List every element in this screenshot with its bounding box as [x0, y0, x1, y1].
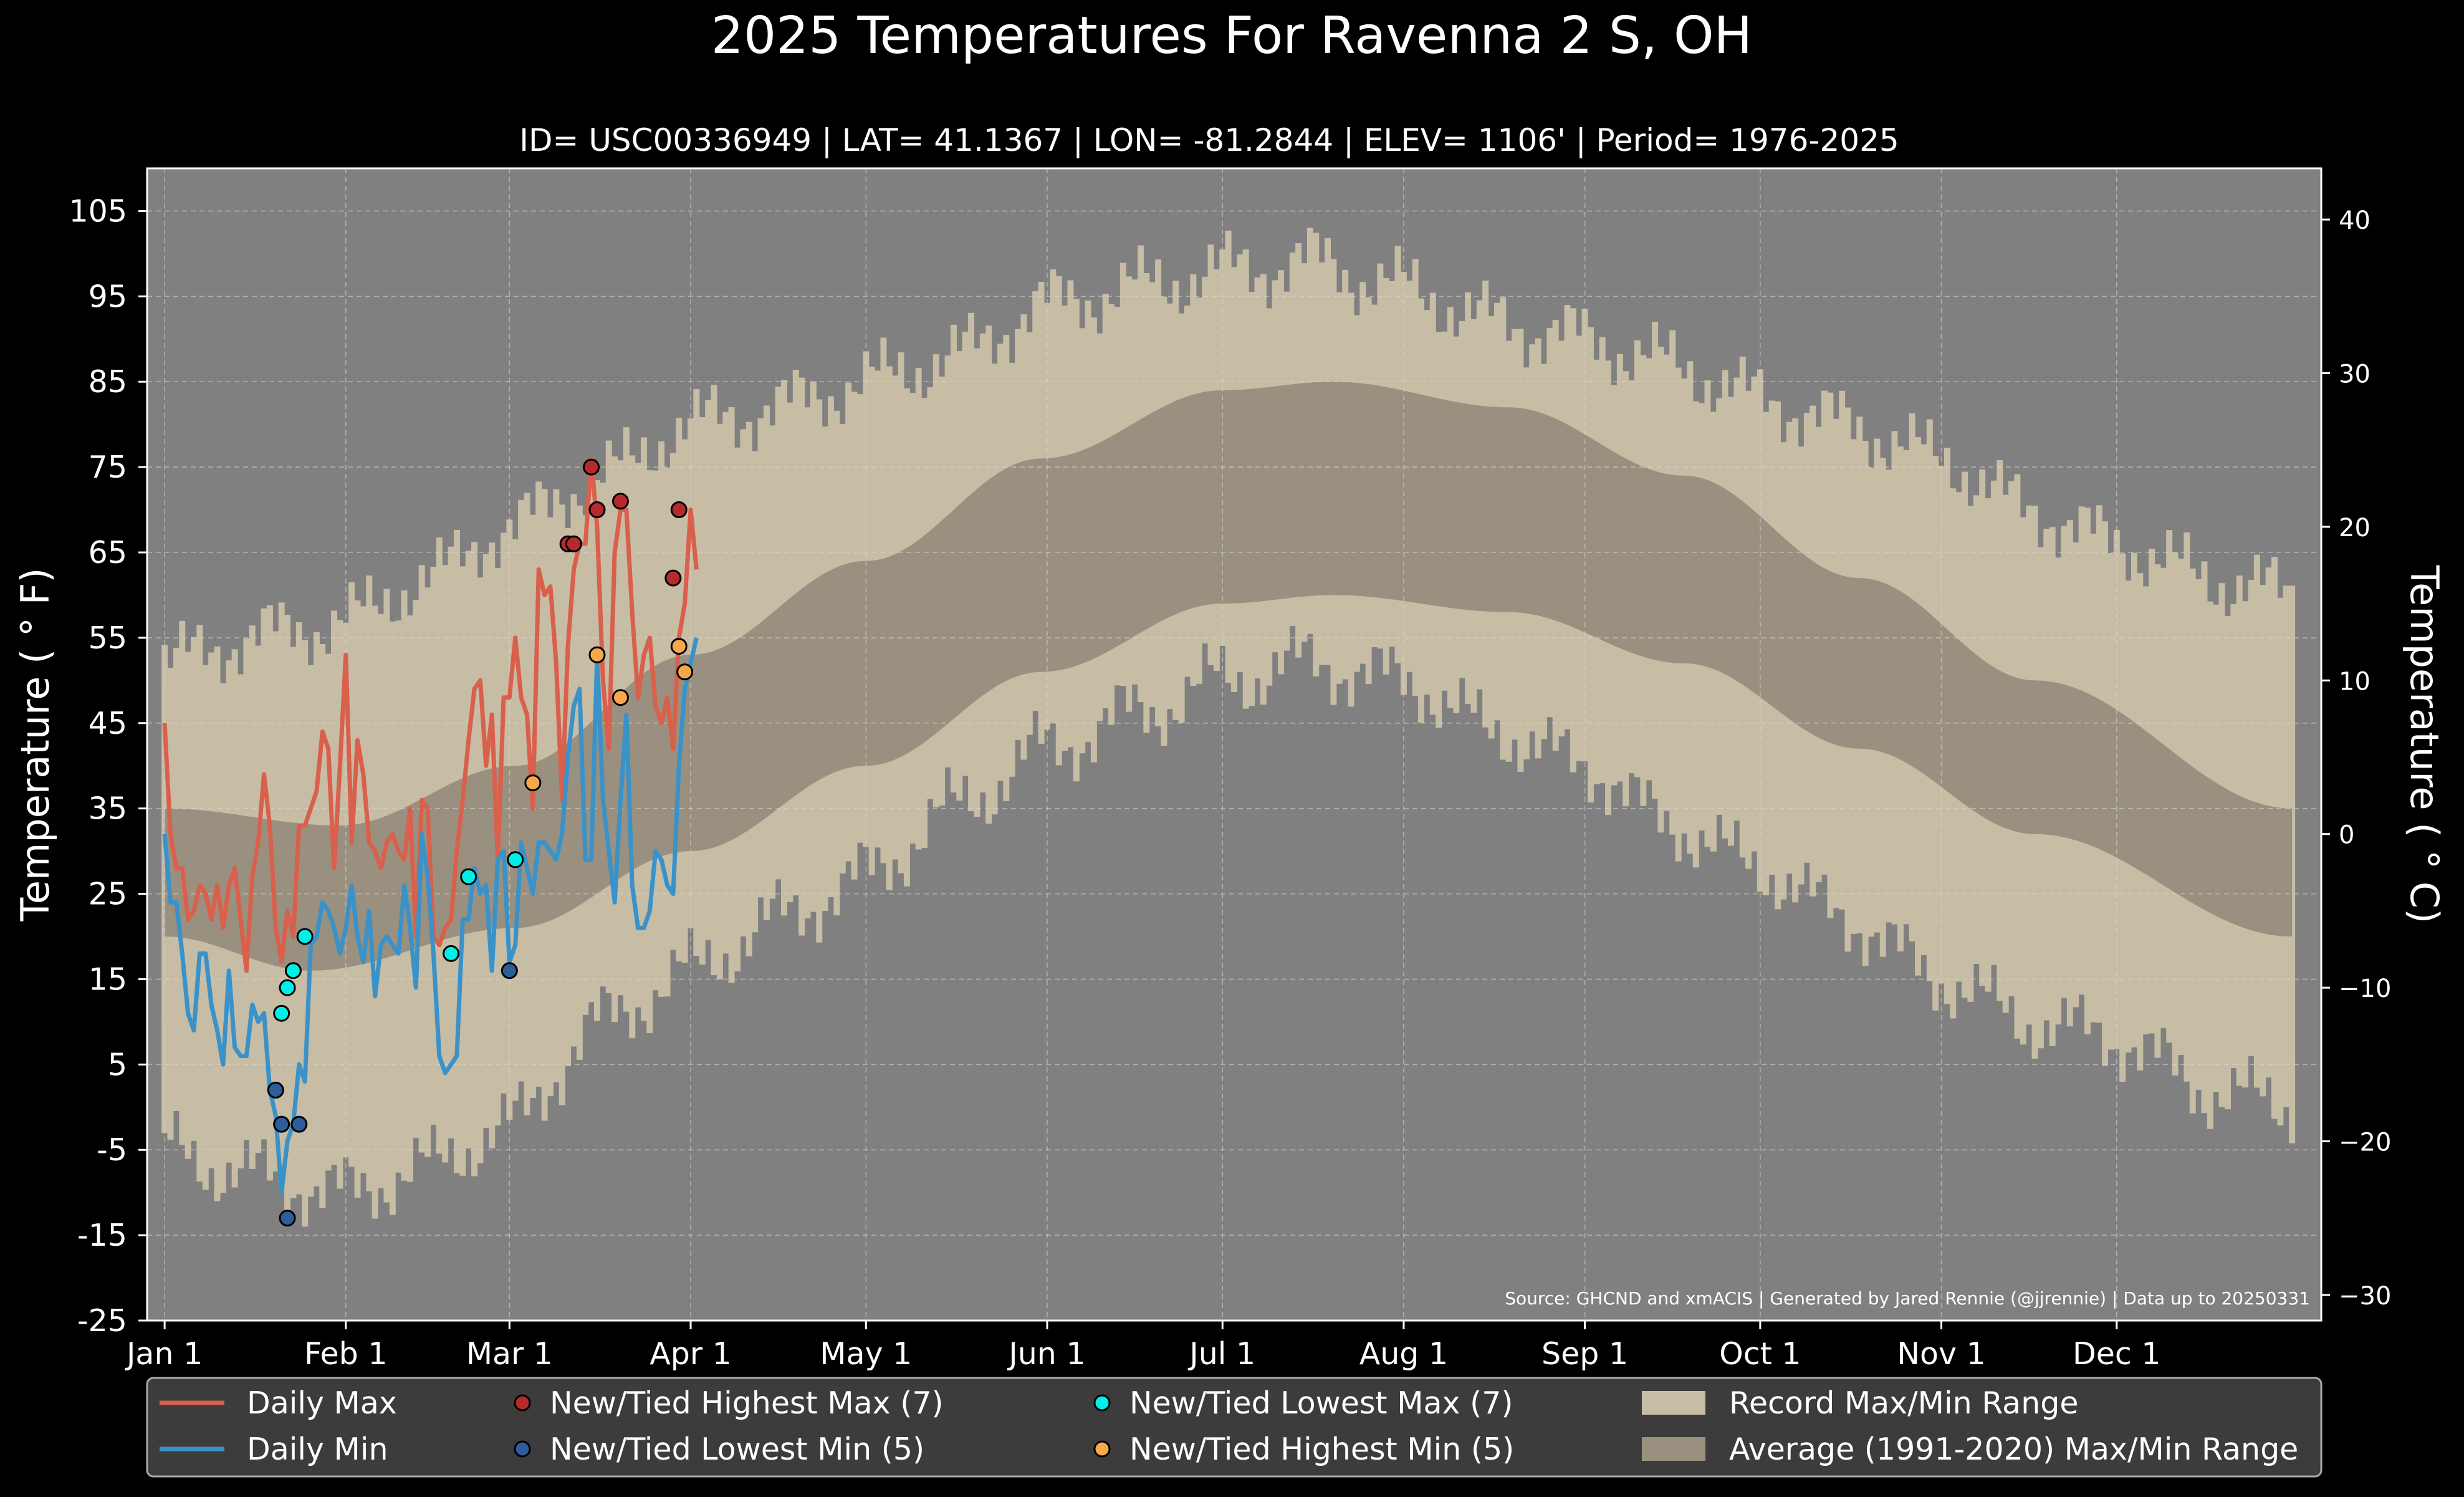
legend-label: New/Tied Highest Max (7) — [550, 1385, 944, 1421]
legend-label: New/Tied Highest Min (5) — [1129, 1432, 1514, 1467]
y-tick-label: 45 — [89, 706, 127, 741]
new-tied-highest-max-7-marker — [588, 501, 606, 519]
y-tick-label: 25 — [89, 877, 127, 912]
y-axis-left: -25 -15 -5 5 15 25 35 45 55 65 75 85 95 105 — [69, 193, 147, 1339]
y-tick-label: 85 — [89, 364, 127, 400]
x-tick-label: Oct 1 — [1719, 1336, 1801, 1372]
new-tied-highest-max-7-marker — [565, 535, 582, 552]
new-tied-lowest-max-7-marker — [273, 1004, 290, 1022]
new-tied-lowest-min-5-marker — [273, 1115, 290, 1133]
new-tied-lowest-min-5-marker — [267, 1081, 284, 1099]
y-axis-right: −30 −20 −10 0 10 20 30 40 — [2321, 206, 2391, 1311]
y2-tick-label: 40 — [2339, 206, 2371, 235]
new-tied-lowest-max-7-marker — [279, 979, 296, 996]
chart-title: 2025 Temperatures For Ravenna 2 S, OH — [711, 6, 1752, 65]
legend-dot-swatch — [1093, 1394, 1111, 1412]
x-tick-label: May 1 — [820, 1336, 912, 1372]
new-tied-highest-min-5-marker — [524, 774, 542, 792]
y2-tick-label: −10 — [2339, 975, 2391, 1003]
y2-tick-label: −30 — [2339, 1282, 2391, 1311]
x-tick-label: Jul 1 — [1187, 1336, 1255, 1372]
new-tied-highest-max-7-marker — [670, 501, 688, 519]
new-tied-lowest-max-7-marker — [284, 962, 302, 980]
x-tick-label: Dec 1 — [2073, 1336, 2161, 1372]
legend-box-swatch — [1642, 1437, 1705, 1461]
legend-box — [146, 1377, 2323, 1478]
legend-label: Daily Min — [247, 1432, 388, 1467]
new-tied-lowest-max-7-marker — [296, 928, 314, 945]
record-range-bar — [2289, 585, 2296, 1143]
legend-label: Average (1991-2020) Max/Min Range — [1729, 1432, 2298, 1467]
y2-tick-label: 10 — [2339, 667, 2371, 696]
new-tied-highest-max-7-marker — [611, 493, 629, 510]
new-tied-highest-min-5-marker — [676, 663, 694, 681]
y-tick-label: 65 — [89, 535, 127, 570]
legend-label: New/Tied Lowest Max (7) — [1129, 1385, 1513, 1421]
new-tied-lowest-max-7-marker — [507, 851, 524, 869]
legend: Daily Max New/Tied Highest Max (7) New/Tie… — [160, 1385, 2298, 1467]
legend-label: New/Tied Lowest Min (5) — [550, 1432, 924, 1467]
source-note: Source: GHCND and xmACIS | Generated by … — [1505, 1288, 2310, 1309]
x-tick-label: Feb 1 — [304, 1336, 388, 1372]
y-tick-label: -25 — [77, 1303, 127, 1339]
legend-label: Record Max/Min Range — [1729, 1385, 2079, 1421]
x-tick-label: Apr 1 — [650, 1336, 732, 1372]
y2-tick-label: −20 — [2339, 1129, 2391, 1157]
legend-dot-swatch — [514, 1394, 531, 1412]
x-axis: Jan 1 Feb 1 Mar 1 Apr 1 May 1 Jun 1 Jul 1 Aug 1… — [125, 1321, 2161, 1372]
y-tick-label: 95 — [89, 279, 127, 314]
new-tied-lowest-min-5-marker — [290, 1115, 308, 1133]
y2-tick-label: 30 — [2339, 360, 2371, 389]
record-markers — [267, 458, 694, 1227]
y-tick-label: 35 — [89, 791, 127, 827]
x-tick-label: Jan 1 — [125, 1336, 203, 1372]
new-tied-lowest-min-5-marker — [501, 962, 518, 980]
y-tick-label: 5 — [108, 1047, 127, 1082]
new-tied-highest-min-5-marker — [670, 638, 688, 655]
new-tied-lowest-max-7-marker — [443, 945, 460, 962]
new-tied-lowest-max-7-marker — [460, 868, 477, 885]
new-tied-lowest-min-5-marker — [279, 1210, 296, 1227]
new-tied-highest-max-7-marker — [664, 569, 682, 587]
new-tied-highest-min-5-marker — [588, 646, 606, 663]
x-tick-label: Aug 1 — [1359, 1336, 1448, 1372]
legend-dot-swatch — [514, 1440, 531, 1458]
x-tick-label: Jun 1 — [1007, 1336, 1085, 1372]
daily-min-line — [162, 637, 699, 1195]
daily-max-line — [162, 456, 699, 973]
y-axis-label: Temperature ( ° F) — [12, 568, 58, 922]
new-tied-highest-min-5-marker — [611, 689, 629, 706]
plot-frame — [146, 167, 2323, 1322]
y-tick-label: 105 — [69, 193, 127, 229]
x-tick-label: Mar 1 — [466, 1336, 553, 1372]
x-tick-label: Sep 1 — [1541, 1336, 1628, 1372]
y-tick-label: 75 — [89, 450, 127, 485]
y-tick-label: 15 — [89, 961, 127, 997]
legend-dot-swatch — [1093, 1440, 1111, 1458]
y2-axis-label: Temperature ( ° C) — [2402, 565, 2447, 924]
legend-box-swatch — [1642, 1391, 1705, 1415]
x-tick-label: Nov 1 — [1897, 1336, 1985, 1372]
y2-tick-label: 0 — [2339, 821, 2354, 850]
y-tick-label: -15 — [77, 1218, 127, 1253]
new-tied-highest-max-7-marker — [583, 458, 600, 476]
chart-subtitle: ID= USC00336949 | LAT= 41.1367 | LON= -8… — [519, 122, 1899, 158]
y-tick-label: -5 — [97, 1132, 127, 1168]
legend-label: Daily Max — [247, 1385, 397, 1421]
y-tick-label: 55 — [89, 620, 127, 656]
y2-tick-label: 20 — [2339, 514, 2371, 542]
